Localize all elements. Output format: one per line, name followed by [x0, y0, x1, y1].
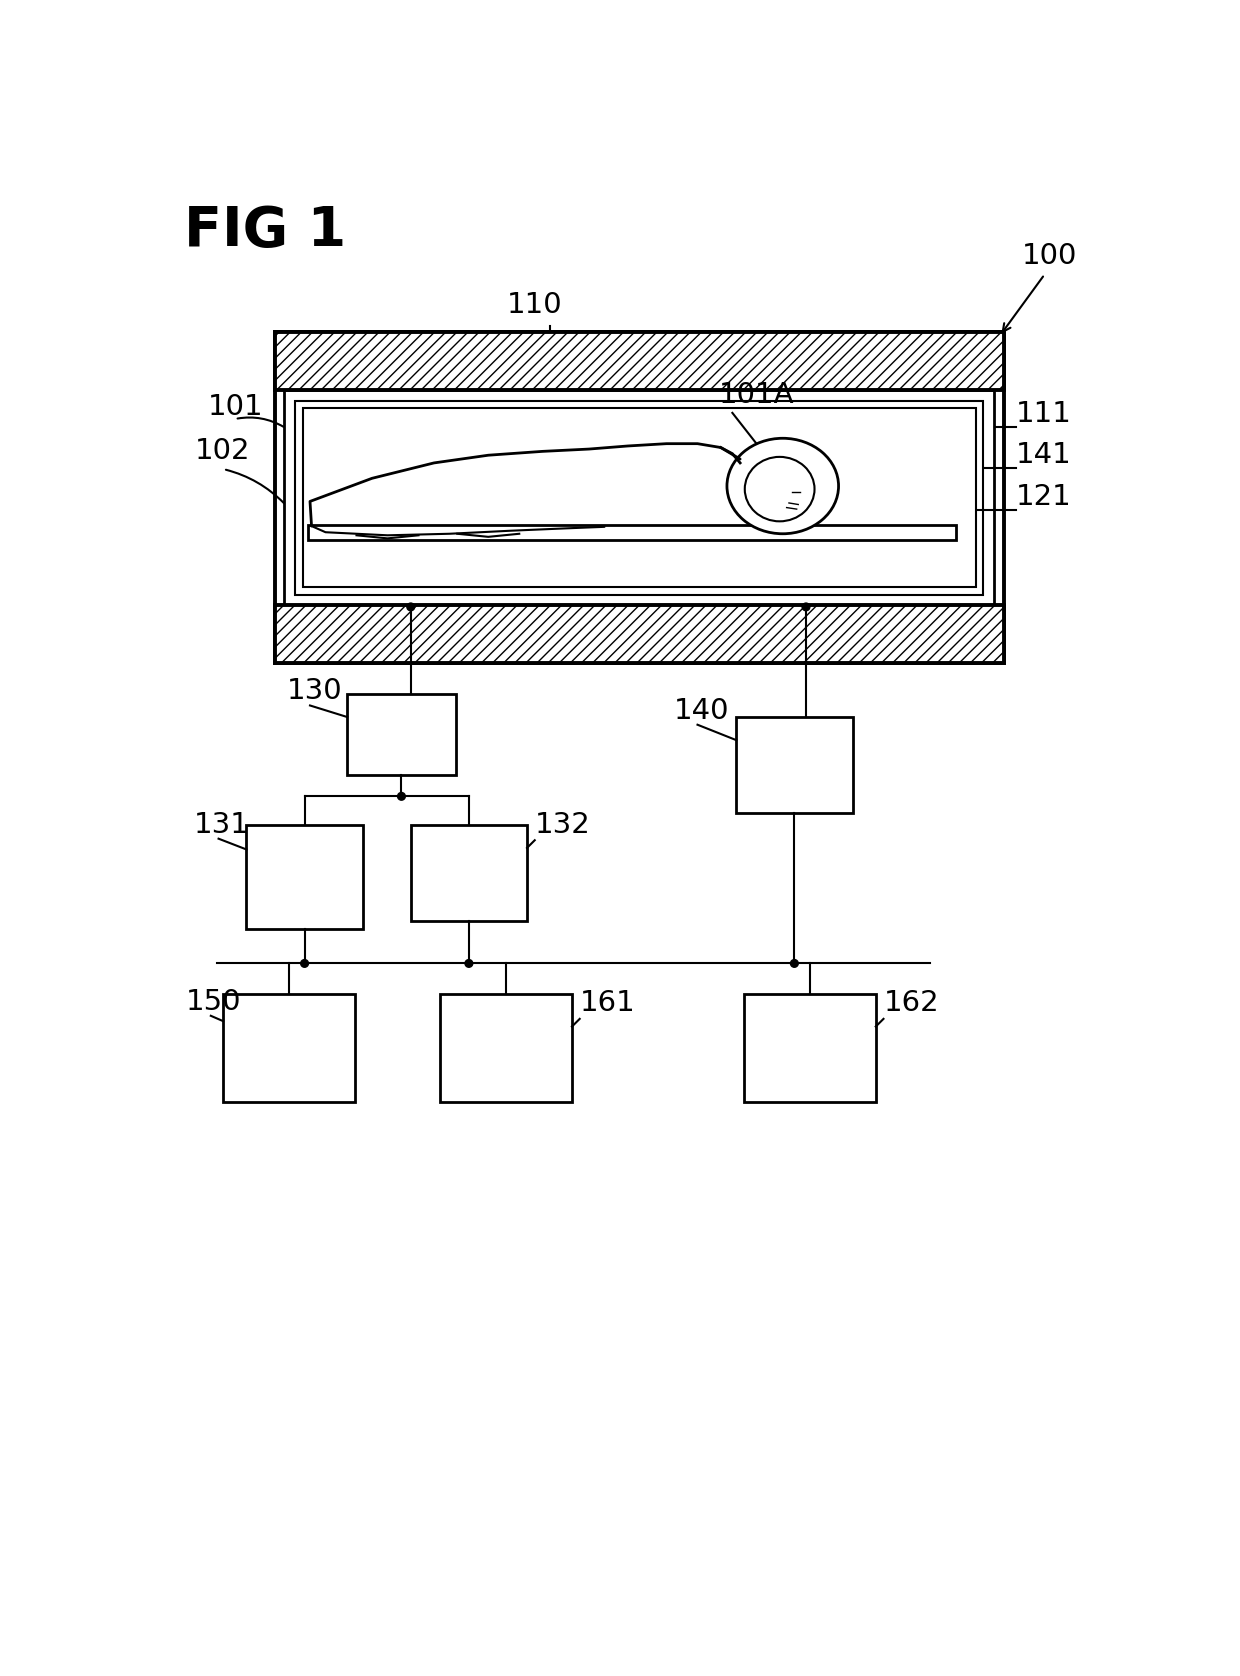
- Text: 102: 102: [196, 437, 250, 464]
- Text: 131: 131: [193, 811, 249, 838]
- Circle shape: [301, 960, 309, 967]
- Text: 121: 121: [1016, 483, 1071, 511]
- Bar: [440, 994, 572, 1103]
- Ellipse shape: [745, 458, 815, 521]
- Text: 140: 140: [675, 697, 730, 724]
- Text: 111: 111: [1016, 401, 1071, 427]
- Text: 132: 132: [534, 811, 590, 838]
- Bar: [303, 409, 976, 587]
- Bar: [275, 332, 1003, 664]
- Circle shape: [407, 603, 414, 610]
- Bar: [295, 401, 983, 595]
- Text: 141: 141: [1016, 441, 1071, 469]
- Bar: [410, 825, 527, 922]
- Bar: [347, 694, 456, 774]
- Circle shape: [465, 960, 472, 967]
- Text: FIG 1: FIG 1: [185, 204, 347, 258]
- Bar: [275, 332, 1003, 391]
- Text: 110: 110: [507, 290, 563, 318]
- Circle shape: [802, 603, 810, 610]
- Bar: [308, 525, 956, 540]
- Bar: [284, 391, 994, 605]
- Text: 150: 150: [186, 987, 242, 1016]
- Text: 161: 161: [580, 989, 635, 1017]
- Bar: [247, 825, 362, 929]
- Text: 101A: 101A: [719, 380, 795, 409]
- Circle shape: [791, 960, 799, 967]
- Text: 101: 101: [207, 394, 263, 421]
- Bar: [737, 717, 853, 813]
- Text: 162: 162: [883, 989, 939, 1017]
- Text: 100: 100: [1022, 243, 1076, 270]
- Circle shape: [398, 793, 405, 799]
- Text: 130: 130: [286, 677, 342, 706]
- Ellipse shape: [727, 439, 838, 533]
- Bar: [744, 994, 875, 1103]
- Bar: [223, 994, 355, 1103]
- Bar: [275, 605, 1003, 664]
